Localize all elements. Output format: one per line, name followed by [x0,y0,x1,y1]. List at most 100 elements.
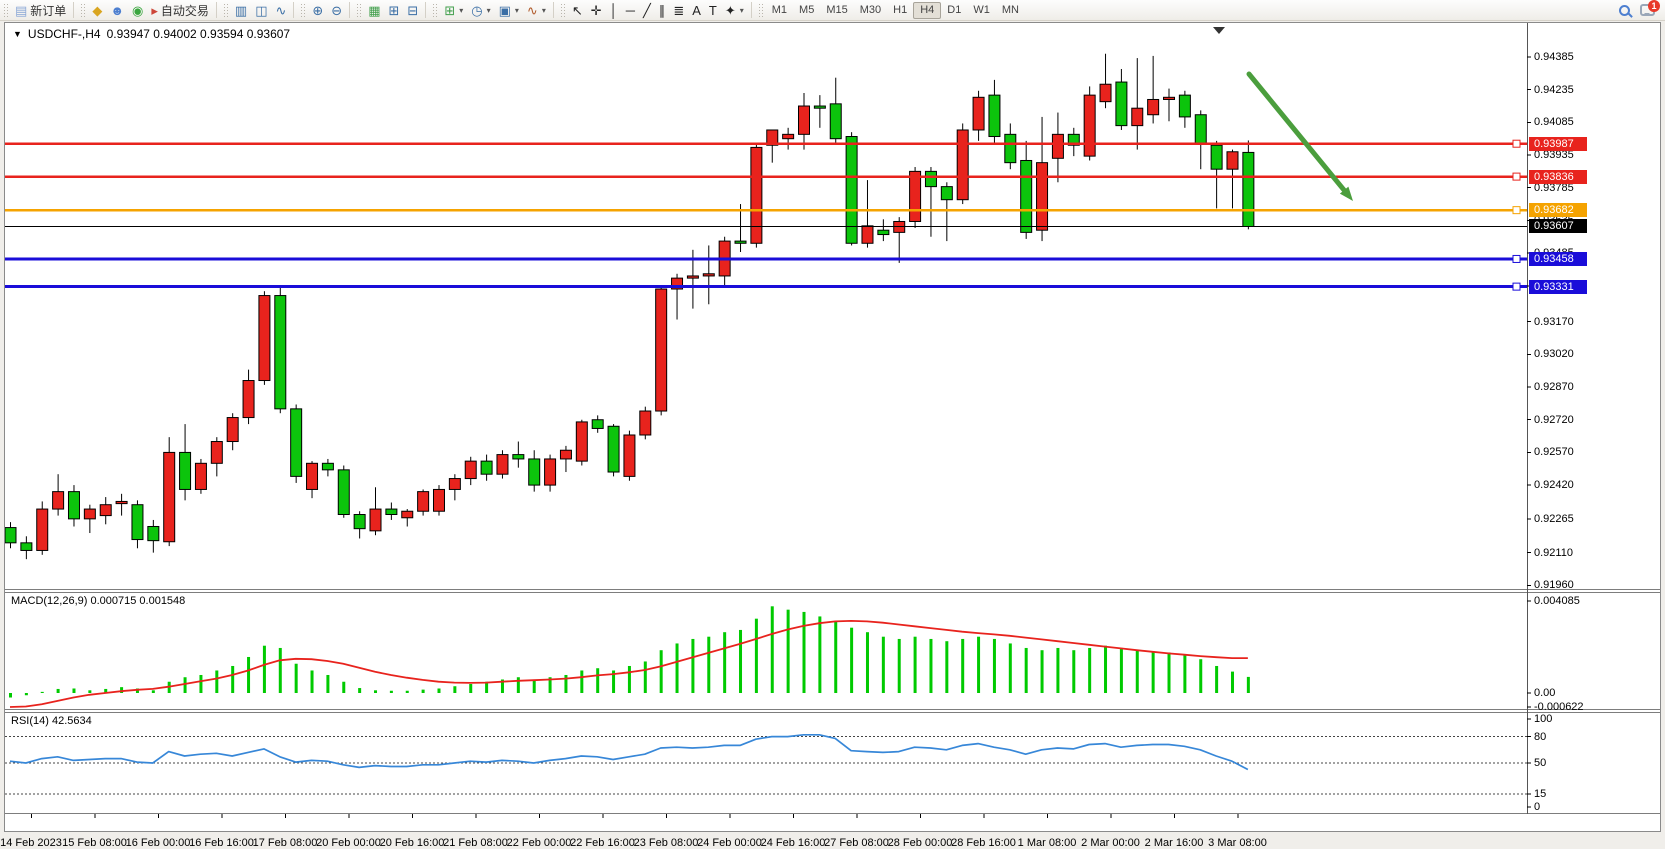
cursor-button[interactable]: ↖ [568,1,587,20]
line-chart-icon: ∿ [275,2,287,18]
search-icon[interactable] [1619,4,1630,16]
line-anchor-handle[interactable] [1512,206,1521,215]
macd-histogram-bar [913,636,917,693]
timeframe-d1-button[interactable]: D1 [947,4,962,16]
cascade-windows-button[interactable]: ⊟ [403,1,422,20]
symbol-period-label: USDCHF-,H4 [27,27,101,41]
zoom-in-button[interactable]: ⊕ [308,1,327,20]
macd-histogram-bar [358,688,362,693]
macd-histogram-bar [1135,650,1139,693]
macd-histogram-bar [437,688,441,693]
text-button[interactable]: A [688,1,705,20]
crosshair-button[interactable]: ✛ [587,1,606,20]
candle-body [5,527,17,544]
price-tick-label: 0.93020 [1534,348,1574,361]
macd-histogram-bar [612,670,616,693]
trend-arrow-head[interactable] [1339,186,1353,201]
macd-histogram-bar [262,645,266,693]
line-chart-button[interactable]: ∿ [271,1,290,20]
news-feed-button[interactable]: ◉ [128,1,147,20]
trendline-button[interactable]: ╱ [639,1,655,20]
macd-histogram-bar [120,687,124,693]
line-anchor-handle[interactable] [1512,172,1521,181]
profiles-button[interactable]: ◆ [88,1,106,20]
periods-button[interactable]: ◷ ▾ [467,1,494,20]
candle-body [924,170,937,188]
text-label-button[interactable]: T [705,1,721,20]
tile-windows-button[interactable]: ▦ [364,1,384,20]
one-click-trading-toggle[interactable]: ▼ [13,29,22,39]
auto-arrange-button[interactable]: ⊞ [385,1,404,20]
autotrading-button[interactable]: ▸ 自动交易 [147,1,213,20]
macd-histogram-bar [151,690,155,693]
candle-body [210,441,223,464]
profiles-icon: ◆ [92,2,103,18]
zoom-out-button[interactable]: ⊖ [327,1,346,20]
line-anchor-handle[interactable] [1512,254,1521,263]
macd-histogram-bar [135,688,139,693]
community-button[interactable]: ☻ [106,1,128,20]
time-axis-label: 16 Feb 16:00 [189,837,254,849]
line-studies-group-handle [559,3,565,17]
equidistant-channel-button[interactable]: ∥ [655,1,670,20]
chat-icon[interactable]: 1 [1640,0,1660,16]
time-axis-label: 20 Feb 00:00 [316,837,381,849]
timeframe-m15-button[interactable]: M15 [826,4,848,16]
candle-body [131,504,144,541]
vertical-line-button[interactable]: │ [606,1,622,20]
new-chart-button[interactable]: ⊞ ▾ [440,1,467,20]
macd-histogram-bar [516,677,520,693]
macd-histogram-bar [945,641,949,693]
arrows-button[interactable]: ✦ ▾ [721,1,748,20]
timeframe-h4-button[interactable]: H4 [913,1,942,19]
macd-histogram-bar [770,606,774,693]
fibonacci-button[interactable]: ≣ [669,1,688,20]
bars-chart-icon: ▥ [234,2,248,18]
candle-body [432,488,445,512]
chevron-down-icon: ▾ [739,5,744,15]
price-badge: 0.93836 [1529,169,1587,184]
arrows-icon: ✦ [724,2,736,18]
macd-histogram-bar [56,688,60,693]
timeframe-m30-button[interactable]: M30 [859,4,882,16]
candle-body [448,478,461,490]
price-tick-label: 0.92110 [1534,546,1573,559]
indicators-button[interactable]: ∿ ▾ [523,1,550,20]
time-axis-label: 21 Feb 08:00 [443,837,508,849]
timeframe-w1-button[interactable]: W1 [973,4,990,16]
candle-body [575,421,588,462]
macd-histogram-bar [723,632,727,693]
macd-histogram-bar [1119,647,1123,693]
candle-body [67,491,80,520]
candle-body [528,458,541,486]
macd-histogram-bar [1104,645,1108,693]
orders-group-handle [3,3,8,17]
bars-chart-button[interactable]: ▥ [231,1,251,20]
timeframe-mn-button[interactable]: MN [1001,4,1019,16]
line-anchor-handle[interactable] [1512,139,1521,148]
candle-body [861,225,874,244]
macd-histogram-bar [278,647,282,693]
candlestick-chart-button[interactable]: ◫ [251,1,271,20]
text-label-icon: T [708,2,717,18]
horizontal-line-button[interactable]: ─ [622,1,639,20]
macd-histogram-bar [564,674,568,693]
macd-tick-label: -0.000622 [1534,701,1584,713]
candle-body [877,229,890,236]
timeframe-m1-button[interactable]: M1 [771,4,788,16]
fibonacci-icon: ≣ [673,2,685,18]
price-tick-label: 0.93785 [1534,181,1574,194]
price-tick-label: 0.94385 [1534,51,1574,63]
time-axis-label: 20 Feb 16:00 [379,837,445,849]
macd-histogram-bar [72,688,76,693]
new-order-button[interactable]: ▤ 新订单 [11,1,70,20]
macd-histogram-bar [739,629,743,693]
candle-body [702,273,715,277]
timeframe-m5-button[interactable]: M5 [799,4,815,16]
templates-button[interactable]: ▣ ▾ [495,1,523,20]
line-anchor-handle[interactable] [1512,282,1521,291]
candle-body [385,508,398,516]
trend-arrow-shaft[interactable] [1246,71,1347,193]
time-axis-label: 22 Feb 16:00 [570,837,635,849]
timeframe-h1-button[interactable]: H1 [893,4,908,16]
